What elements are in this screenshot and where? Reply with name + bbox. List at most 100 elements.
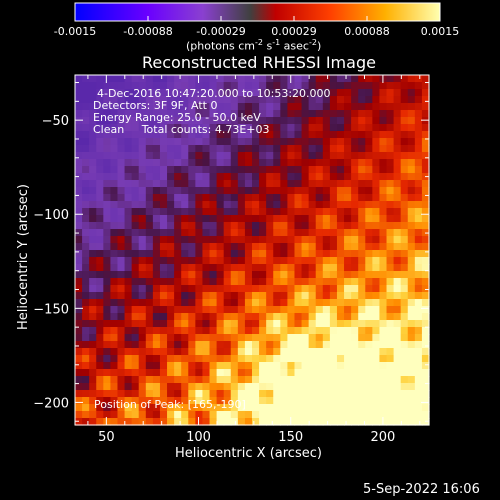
- heatmap-cell: [393, 222, 402, 230]
- heatmap-cell: [188, 166, 196, 174]
- heatmap-cell: [329, 257, 338, 265]
- heatmap-cell: [344, 327, 352, 335]
- heatmap-cell: [202, 82, 211, 90]
- heatmap-cell: [407, 278, 416, 286]
- heatmap-cell: [181, 89, 189, 97]
- heatmap-cell: [294, 159, 303, 167]
- heatmap-cell: [103, 89, 111, 97]
- heatmap-cell: [167, 264, 175, 272]
- heatmap-cell: [138, 131, 147, 139]
- heatmap-cell: [400, 369, 409, 377]
- heatmap-cell: [322, 320, 331, 328]
- heatmap-cell: [174, 299, 182, 307]
- heatmap-cell: [315, 285, 324, 293]
- heatmap-cell: [400, 187, 409, 195]
- heatmap-cell: [407, 355, 416, 363]
- heatmap-cell: [167, 278, 175, 286]
- heatmap-cell: [259, 257, 267, 265]
- heatmap-cell: [159, 180, 168, 188]
- heatmap-cell: [322, 138, 331, 146]
- heatmap-cell: [407, 257, 416, 265]
- heatmap-cell: [216, 138, 225, 146]
- heatmap-cell: [89, 96, 97, 104]
- heatmap-cell: [216, 383, 225, 391]
- heatmap-cell: [138, 145, 147, 153]
- heatmap-cell: [96, 138, 104, 146]
- heatmap-cell: [75, 390, 83, 398]
- heatmap-cell: [252, 222, 260, 230]
- heatmap-cell: [216, 278, 225, 286]
- heatmap-cell: [195, 376, 204, 384]
- heatmap-cell: [266, 306, 274, 314]
- heatmap-cell: [379, 250, 388, 258]
- heatmap-cell: [372, 355, 381, 363]
- heatmap-cell: [202, 299, 211, 307]
- heatmap-cell: [301, 96, 310, 104]
- heatmap-cell: [252, 278, 260, 286]
- heatmap-cell: [344, 208, 352, 216]
- heatmap-cell: [117, 166, 126, 174]
- heatmap-cell: [351, 390, 359, 398]
- heatmap-cell: [96, 327, 104, 335]
- heatmap-cell: [273, 376, 281, 384]
- heatmap-cell: [273, 75, 281, 83]
- heatmap-cell: [230, 229, 239, 237]
- heatmap-cell: [216, 292, 225, 300]
- heatmap-cell: [379, 362, 388, 370]
- heatmap-cell: [223, 306, 232, 314]
- heatmap-cell: [181, 390, 189, 398]
- heatmap-cell: [315, 159, 324, 167]
- heatmap-cell: [75, 327, 83, 335]
- heatmap-cell: [181, 103, 189, 111]
- heatmap-cell: [152, 376, 161, 384]
- heatmap-cell: [223, 159, 232, 167]
- heatmap-cell: [414, 159, 423, 167]
- heatmap-cell: [174, 152, 182, 160]
- heatmap-cell: [273, 404, 281, 412]
- x-tick-label: 50: [98, 430, 115, 445]
- heatmap-cell: [322, 236, 331, 244]
- heatmap-cell: [393, 187, 402, 195]
- heatmap-cell: [223, 383, 232, 391]
- heatmap-cell: [195, 96, 204, 104]
- heatmap-cell: [301, 131, 310, 139]
- heatmap-cell: [252, 285, 260, 293]
- heatmap-cell: [358, 173, 366, 181]
- heatmap-cell: [329, 404, 338, 412]
- heatmap-cell: [400, 327, 409, 335]
- heatmap-cell: [414, 341, 423, 349]
- heatmap-cell: [181, 145, 189, 153]
- heatmap-cell: [223, 138, 232, 146]
- heatmap-cell: [372, 75, 381, 83]
- heatmap-cell: [266, 201, 274, 209]
- heatmap-cell: [294, 75, 303, 83]
- heatmap-cell: [209, 397, 218, 405]
- heatmap-cell: [358, 138, 366, 146]
- heatmap-cell: [75, 208, 83, 216]
- colorbar: [74, 2, 441, 22]
- heatmap-cell: [336, 215, 345, 223]
- heatmap-cell: [393, 117, 402, 125]
- heatmap-cell: [329, 418, 338, 426]
- heatmap-cell: [301, 278, 310, 286]
- heatmap-cell: [252, 145, 260, 153]
- heatmap-cell: [379, 369, 388, 377]
- heatmap-cell: [266, 320, 274, 328]
- heatmap-cell: [237, 131, 246, 139]
- heatmap-cell: [365, 166, 373, 174]
- heatmap-cell: [365, 292, 373, 300]
- heatmap-cell: [252, 369, 260, 377]
- heatmap-cell: [167, 208, 175, 216]
- heatmap-cell: [259, 390, 267, 398]
- heatmap-cell: [230, 201, 239, 209]
- heatmap-cell: [131, 173, 140, 181]
- heatmap-cell: [159, 110, 168, 118]
- heatmap-cell: [280, 306, 288, 314]
- heatmap-cell: [202, 411, 211, 419]
- heatmap-cell: [294, 418, 303, 426]
- heatmap-cell: [152, 285, 161, 293]
- heatmap-cell: [344, 75, 352, 83]
- heatmap-cell: [259, 82, 267, 90]
- heatmap-cell: [322, 103, 331, 111]
- heatmap-cell: [329, 341, 338, 349]
